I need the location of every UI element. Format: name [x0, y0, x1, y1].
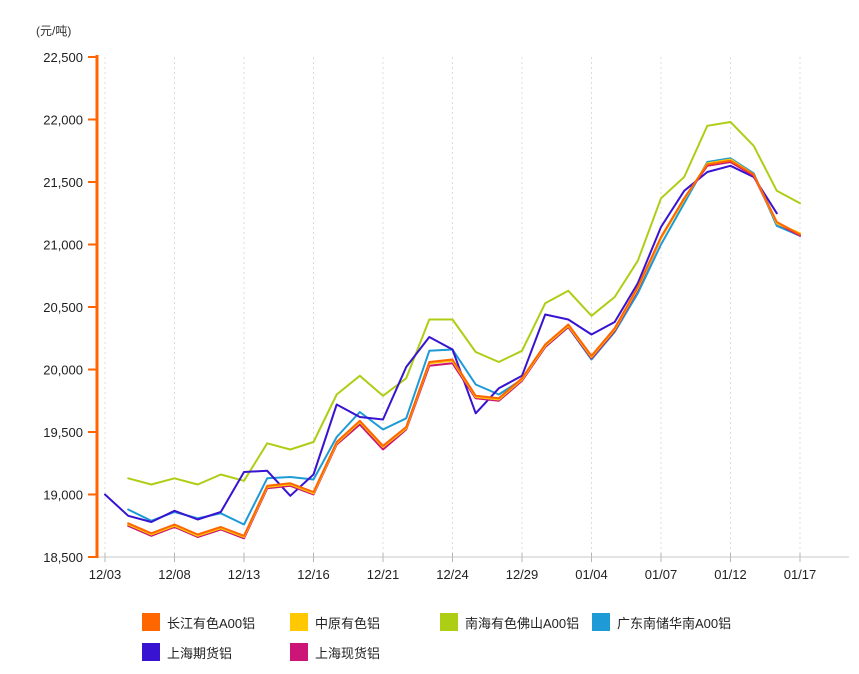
- legend-swatch: [142, 613, 160, 631]
- series-line-4: [104, 164, 778, 523]
- y-label-21,000: 21,000: [43, 238, 83, 253]
- series-line-1: [127, 158, 801, 538]
- legend-swatch: [290, 643, 308, 661]
- legend-label: 长江有色A00铝: [167, 615, 256, 631]
- x-label-01/04: 01/04: [575, 567, 608, 582]
- y-label-22,500: 22,500: [43, 50, 83, 65]
- legend-label: 南海有色佛山A00铝: [465, 615, 580, 631]
- series-line-3: [127, 157, 801, 526]
- y-label-21,500: 21,500: [43, 175, 83, 190]
- legend-swatch: [290, 613, 308, 631]
- legend-label: 中原有色铝: [315, 615, 381, 631]
- x-label-12/03: 12/03: [89, 567, 122, 582]
- x-label-12/16: 12/16: [297, 567, 330, 582]
- legend-label: 上海期货铝: [167, 645, 233, 661]
- x-label-12/29: 12/29: [506, 567, 539, 582]
- y-label-19,500: 19,500: [43, 425, 83, 440]
- series-line-0: [127, 159, 801, 537]
- legend-swatch: [142, 643, 160, 661]
- x-label-01/12: 01/12: [714, 567, 747, 582]
- x-label-01/07: 01/07: [645, 567, 678, 582]
- legend-swatch: [592, 613, 610, 631]
- legend-item-0: 长江有色A00铝: [142, 613, 255, 631]
- legend-item-4: 上海期货铝: [142, 643, 232, 661]
- legend-item-5: 上海现货铝: [290, 643, 380, 661]
- x-label-12/21: 12/21: [367, 567, 400, 582]
- legend-label: 上海现货铝: [315, 645, 381, 661]
- x-label-01/17: 01/17: [784, 567, 817, 582]
- x-label-12/24: 12/24: [436, 567, 469, 582]
- y-label-20,500: 20,500: [43, 300, 83, 315]
- y-label-18,500: 18,500: [43, 550, 83, 565]
- legend-item-2: 南海有色佛山A00铝: [440, 613, 579, 631]
- legend-item-1: 中原有色铝: [290, 613, 380, 631]
- series-line-5: [127, 161, 801, 540]
- x-label-12/08: 12/08: [158, 567, 191, 582]
- y-label-19,000: 19,000: [43, 488, 83, 503]
- legend-item-3: 广东南储华南A00铝: [592, 613, 731, 631]
- y-label-20,000: 20,000: [43, 363, 83, 378]
- legend-swatch: [440, 613, 458, 631]
- y-label-22,000: 22,000: [43, 113, 83, 128]
- x-label-12/13: 12/13: [228, 567, 261, 582]
- y-axis-unit-label: (元/吨): [36, 24, 72, 38]
- legend-label: 广东南储华南A00铝: [617, 615, 732, 631]
